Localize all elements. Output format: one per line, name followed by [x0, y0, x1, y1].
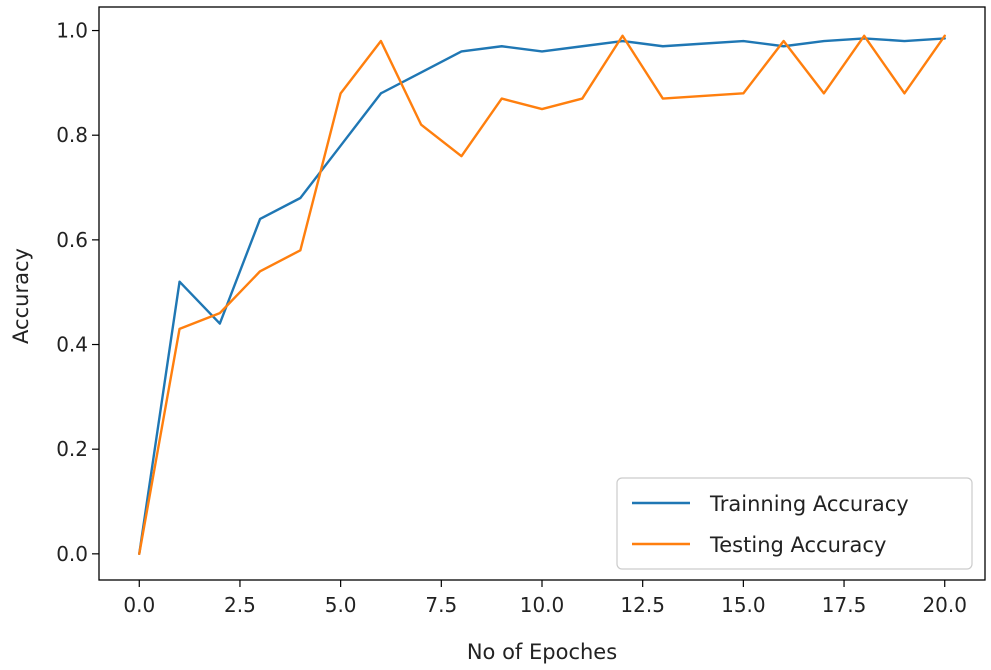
- series-layer: [138, 34, 946, 556]
- x-tick-label: 7.5: [425, 593, 457, 617]
- y-tick-label: 0.0: [56, 542, 88, 566]
- series-line-testing-accuracy: [138, 34, 946, 556]
- x-tick-label: 17.5: [822, 593, 867, 617]
- legend-box: [616, 477, 973, 570]
- x-tick-label: 15.0: [721, 593, 766, 617]
- y-tick-label: 0.6: [56, 228, 88, 252]
- y-axis-label: Accuracy: [9, 248, 33, 344]
- x-axis-label: No of Epoches: [467, 640, 617, 664]
- y-tick-label: 0.8: [56, 123, 88, 147]
- y-tick-label: 0.2: [56, 437, 88, 461]
- y-axis-ticks: 0.0 0.2 0.4 0.6 0.8 1.0: [56, 19, 99, 566]
- x-tick-label: 12.5: [620, 593, 665, 617]
- legend-label-training: Trainning Accuracy: [709, 492, 909, 516]
- x-axis-ticks: 0.0 2.5 5.0 7.5 10.0 12.5 15.0 17.5 20.0: [123, 580, 967, 617]
- y-tick-label: 0.4: [56, 333, 88, 357]
- series-line-training-accuracy: [138, 37, 946, 556]
- x-tick-label: 2.5: [224, 593, 256, 617]
- x-tick-label: 20.0: [922, 593, 967, 617]
- x-tick-label: 5.0: [325, 593, 357, 617]
- x-tick-label: 10.0: [520, 593, 565, 617]
- legend-label-testing: Testing Accuracy: [709, 533, 886, 557]
- legend: Trainning Accuracy Testing Accuracy: [616, 477, 973, 570]
- y-tick-label: 1.0: [56, 19, 88, 43]
- x-tick-label: 0.0: [123, 593, 155, 617]
